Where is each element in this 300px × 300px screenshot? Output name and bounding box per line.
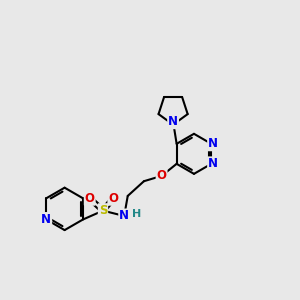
Text: N: N bbox=[208, 137, 218, 150]
Text: O: O bbox=[108, 192, 118, 205]
Text: N: N bbox=[41, 213, 51, 226]
Text: O: O bbox=[85, 192, 95, 205]
Text: N: N bbox=[208, 157, 218, 170]
Text: H: H bbox=[132, 209, 141, 220]
Text: O: O bbox=[157, 169, 166, 182]
Text: N: N bbox=[168, 115, 178, 128]
Text: N: N bbox=[119, 209, 129, 223]
Text: S: S bbox=[99, 204, 107, 217]
